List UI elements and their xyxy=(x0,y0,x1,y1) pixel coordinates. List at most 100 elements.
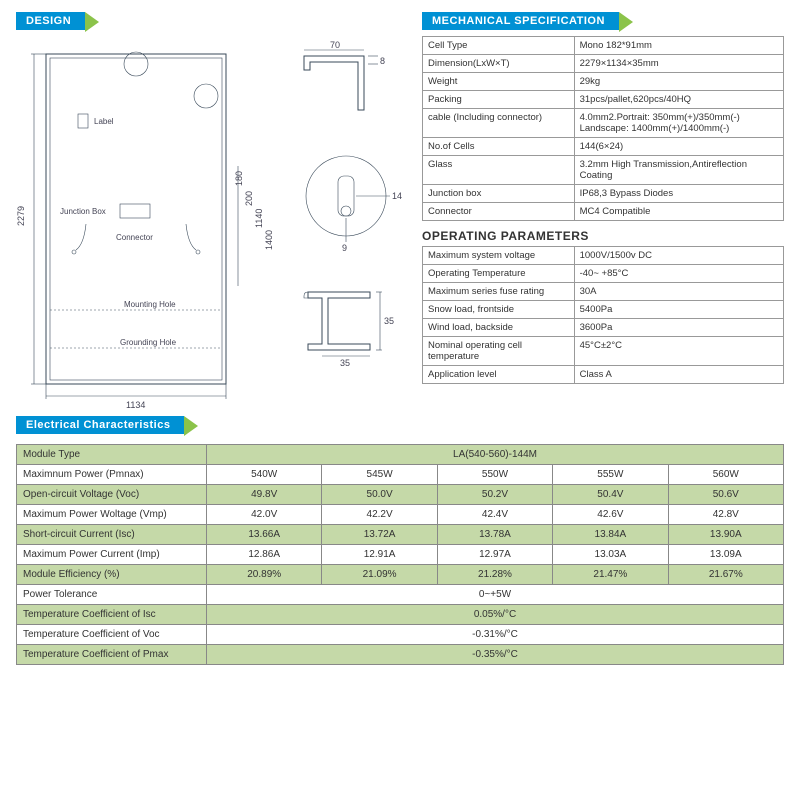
elec-header-label: Electrical Characteristics xyxy=(16,416,184,434)
elec-row-value: 42.4V xyxy=(437,505,552,525)
elec-span-value: 0.05%/°C xyxy=(207,605,784,625)
svg-text:1140: 1140 xyxy=(254,209,264,228)
spec-row: Junction boxIP68,3 Bypass Diodes xyxy=(423,185,784,203)
elec-row: Maximum Power Current (Imp)12.86A12.91A1… xyxy=(17,545,784,565)
op-params-table: Maximum system voltage1000V/1500v DCOper… xyxy=(422,246,784,384)
elec-row-value: 550W xyxy=(437,465,552,485)
svg-text:8: 8 xyxy=(380,56,385,66)
spec-label: Junction box xyxy=(423,185,575,203)
spec-value: 3.2mm High Transmission,Antireflection C… xyxy=(574,156,783,185)
elec-span-value: -0.35%/°C xyxy=(207,645,784,665)
svg-text:35: 35 xyxy=(340,358,350,368)
spec-label: Maximum series fuse rating xyxy=(423,283,575,301)
elec-span-label: Power Tolerance xyxy=(17,585,207,605)
elec-row-value: 12.86A xyxy=(207,545,322,565)
spec-label: Application level xyxy=(423,366,575,384)
spec-row: Weight29kg xyxy=(423,73,784,91)
spec-label: Nominal operating cell temperature xyxy=(423,337,575,366)
spec-value: Class A xyxy=(574,366,783,384)
elec-row-value: 50.2V xyxy=(437,485,552,505)
spec-value: 31pcs/pallet,620pcs/40HQ xyxy=(574,91,783,109)
spec-value: 29kg xyxy=(574,73,783,91)
spec-label: Snow load, frontside xyxy=(423,301,575,319)
spec-row: Glass3.2mm High Transmission,Antireflect… xyxy=(423,156,784,185)
elec-span-row: Power Tolerance0~+5W xyxy=(17,585,784,605)
design-header-label: DESIGN xyxy=(16,12,85,30)
spec-row: Dimension(LxW×T)2279×1134×35mm xyxy=(423,55,784,73)
spec-label: Connector xyxy=(423,203,575,221)
elec-row-value: 21.28% xyxy=(437,565,552,585)
spec-label: Dimension(LxW×T) xyxy=(423,55,575,73)
mech-spec-table: Cell TypeMono 182*91mmDimension(LxW×T)22… xyxy=(422,36,784,221)
spec-row: Application levelClass A xyxy=(423,366,784,384)
spec-row: Maximum system voltage1000V/1500v DC xyxy=(423,247,784,265)
spec-value: 5400Pa xyxy=(574,301,783,319)
elec-span-label: Temperature Coefficient of Pmax xyxy=(17,645,207,665)
elec-row-value: 50.6V xyxy=(668,485,783,505)
elec-row-value: 13.66A xyxy=(207,525,322,545)
spec-label: Weight xyxy=(423,73,575,91)
elec-row-value: 20.89% xyxy=(207,565,322,585)
panel-diagram: Label Junction Box Connector Mounting Ho… xyxy=(16,36,406,416)
elec-header-row: Module TypeLA(540-560)-144M xyxy=(17,445,784,465)
spec-row: Operating Temperature-40~ +85°C xyxy=(423,265,784,283)
svg-text:1134: 1134 xyxy=(126,400,145,410)
elec-row-value: 13.72A xyxy=(322,525,437,545)
elec-row-value: 12.91A xyxy=(322,545,437,565)
elec-row-value: 13.09A xyxy=(668,545,783,565)
elec-row-value: 21.09% xyxy=(322,565,437,585)
elec-span-label: Temperature Coefficient of Isc xyxy=(17,605,207,625)
elec-row-value: 50.4V xyxy=(553,485,668,505)
spec-label: Operating Temperature xyxy=(423,265,575,283)
elec-header: Electrical Characteristics xyxy=(16,416,184,434)
svg-text:1400: 1400 xyxy=(264,230,274,250)
svg-text:35: 35 xyxy=(384,316,394,326)
spec-value: IP68,3 Bypass Diodes xyxy=(574,185,783,203)
spec-value: 3600Pa xyxy=(574,319,783,337)
svg-text:Label: Label xyxy=(94,117,114,126)
op-params-header: OPERATING PARAMETERS xyxy=(422,229,784,243)
svg-text:Connector: Connector xyxy=(116,233,153,242)
svg-text:14: 14 xyxy=(392,191,402,201)
spec-value: 2279×1134×35mm xyxy=(574,55,783,73)
elec-row-label: Module Efficiency (%) xyxy=(17,565,207,585)
elec-row-label: Open-circuit Voltage (Voc) xyxy=(17,485,207,505)
spec-label: Packing xyxy=(423,91,575,109)
spec-value: 30A xyxy=(574,283,783,301)
elec-module-type-value: LA(540-560)-144M xyxy=(207,445,784,465)
spec-value: MC4 Compatible xyxy=(574,203,783,221)
mech-header: MECHANICAL SPECIFICATION xyxy=(422,12,619,30)
spec-label: Wind load, backside xyxy=(423,319,575,337)
spec-row: Maximum series fuse rating30A xyxy=(423,283,784,301)
elec-span-row: Temperature Coefficient of Voc-0.31%/°C xyxy=(17,625,784,645)
elec-row-value: 13.03A xyxy=(553,545,668,565)
svg-text:Mounting Hole: Mounting Hole xyxy=(124,300,176,309)
elec-row-value: 42.6V xyxy=(553,505,668,525)
elec-row-value: 42.2V xyxy=(322,505,437,525)
spec-row: ConnectorMC4 Compatible xyxy=(423,203,784,221)
spec-row: No.of Cells144(6×24) xyxy=(423,138,784,156)
elec-module-type-label: Module Type xyxy=(17,445,207,465)
spec-row: Nominal operating cell temperature45°C±2… xyxy=(423,337,784,366)
elec-row-value: 21.67% xyxy=(668,565,783,585)
svg-text:2279: 2279 xyxy=(16,206,26,226)
elec-row-value: 545W xyxy=(322,465,437,485)
elec-span-value: -0.31%/°C xyxy=(207,625,784,645)
elec-row-value: 42.0V xyxy=(207,505,322,525)
spec-row: Packing31pcs/pallet,620pcs/40HQ xyxy=(423,91,784,109)
elec-row-label: Maximum Power Current (Imp) xyxy=(17,545,207,565)
elec-row-value: 12.97A xyxy=(437,545,552,565)
elec-span-value: 0~+5W xyxy=(207,585,784,605)
elec-span-row: Temperature Coefficient of Isc0.05%/°C xyxy=(17,605,784,625)
spec-label: No.of Cells xyxy=(423,138,575,156)
elec-span-label: Temperature Coefficient of Voc xyxy=(17,625,207,645)
elec-span-row: Temperature Coefficient of Pmax-0.35%/°C xyxy=(17,645,784,665)
elec-row-value: 13.78A xyxy=(437,525,552,545)
elec-row-label: Maximnum Power (Pmnax) xyxy=(17,465,207,485)
elec-row-value: 540W xyxy=(207,465,322,485)
spec-row: Wind load, backside3600Pa xyxy=(423,319,784,337)
elec-row-label: Maximum Power Woltage (Vmp) xyxy=(17,505,207,525)
elec-row-value: 13.90A xyxy=(668,525,783,545)
spec-label: Glass xyxy=(423,156,575,185)
spec-value: 45°C±2°C xyxy=(574,337,783,366)
